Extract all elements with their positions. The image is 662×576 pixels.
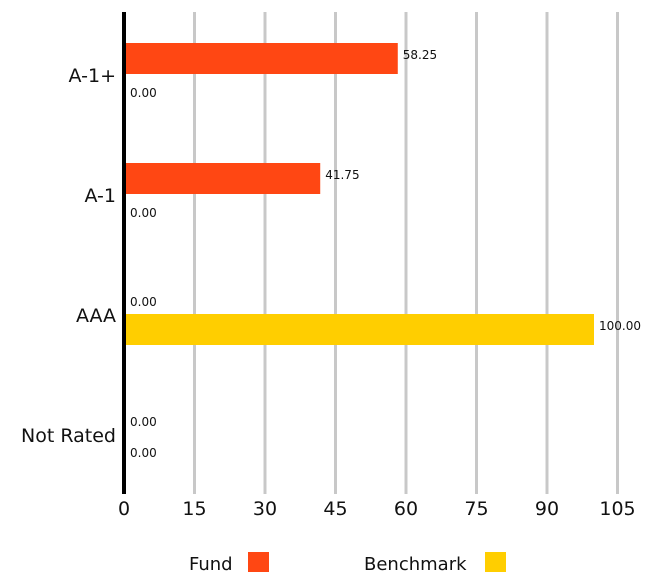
category-labels: A-1+ A-1 AAA Not Rated	[21, 65, 116, 447]
bars	[126, 43, 594, 345]
x-tick-label: 90	[535, 498, 559, 520]
data-label: 41.75	[325, 168, 359, 182]
legend-swatch	[485, 552, 506, 572]
gridlines	[193, 12, 619, 494]
data-label: 0.00	[130, 446, 157, 460]
bar	[126, 163, 321, 194]
data-label: 0.00	[130, 295, 157, 309]
data-label: 100.00	[599, 319, 641, 333]
bar	[126, 43, 398, 74]
category-label: AAA	[76, 305, 116, 327]
data-label: 0.00	[130, 206, 157, 220]
x-tick-label: 45	[323, 498, 347, 520]
category-label: A-1+	[69, 65, 116, 87]
legend-label: Fund	[189, 554, 233, 575]
data-label: 58.25	[403, 48, 437, 62]
category-label: A-1	[84, 185, 116, 207]
legend: Fund Benchmark	[189, 552, 506, 575]
x-tick-label: 75	[464, 498, 488, 520]
legend-swatch	[248, 552, 269, 572]
bar	[126, 314, 594, 345]
legend-label: Benchmark	[364, 554, 467, 575]
x-tick-label: 15	[182, 498, 206, 520]
x-tick-label: 30	[253, 498, 277, 520]
x-tick-label: 0	[118, 498, 130, 520]
x-tick-label: 105	[599, 498, 635, 520]
data-labels: 58.25 0.00 41.75 0.00 0.00 100.00 0.00 0.00	[130, 48, 641, 460]
data-label: 0.00	[130, 86, 157, 100]
x-tick-labels: 0 15 30 45 60 75 90 105	[118, 498, 636, 520]
x-tick-label: 60	[394, 498, 418, 520]
data-label: 0.00	[130, 415, 157, 429]
category-label: Not Rated	[21, 425, 116, 447]
